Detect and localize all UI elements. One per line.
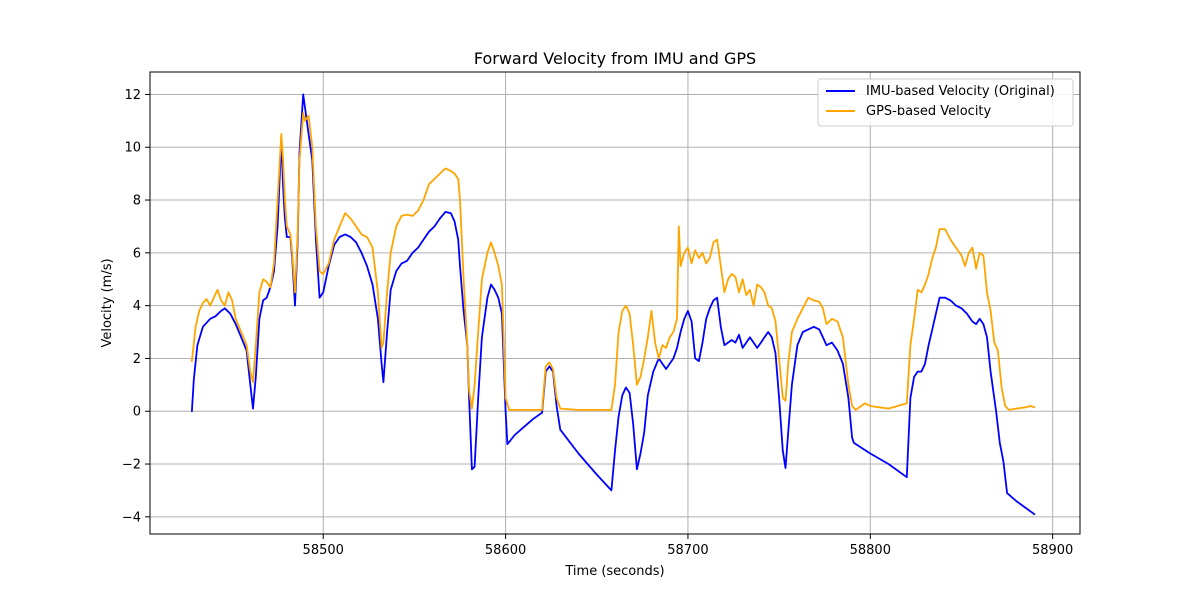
y-axis-label: Velocity (m/s) <box>100 258 115 347</box>
legend: IMU-based Velocity (Original) GPS-based … <box>817 78 1074 127</box>
y-tick-label: −2 <box>122 458 141 473</box>
imu-velocity-line <box>190 93 1036 516</box>
y-tick-label: 6 <box>133 246 141 261</box>
x-axis-label: Time (seconds) <box>564 564 664 579</box>
x-tick-label: 58500 <box>303 543 344 558</box>
x-tick-label: 58800 <box>850 543 891 558</box>
y-tick-label: 8 <box>133 194 141 209</box>
y-tick-label: 12 <box>124 88 141 103</box>
grid <box>150 72 1080 534</box>
series-lines <box>190 93 1036 516</box>
x-tick-label: 58600 <box>485 543 526 558</box>
y-tick-label: 0 <box>133 405 141 420</box>
legend-box <box>817 78 1074 127</box>
x-tick-label: 58900 <box>1032 543 1073 558</box>
x-tick-label: 58700 <box>667 543 708 558</box>
y-tick-label: 2 <box>133 352 141 367</box>
legend-label-gps: GPS-based Velocity <box>866 104 992 119</box>
y-tick-label: 10 <box>124 141 141 156</box>
plot-frame <box>149 71 1081 535</box>
y-tick-label: 4 <box>133 299 141 314</box>
ticks: 58500 58600 58700 58800 58900 −4 −2 0 2 4 6 8 10 12 <box>122 88 1073 558</box>
chart-title: Forward Velocity from IMU and GPS <box>474 49 756 68</box>
gps-velocity-line <box>190 112 1036 411</box>
legend-label-imu: IMU-based Velocity (Original) <box>866 84 1055 99</box>
y-tick-label: −4 <box>122 510 141 525</box>
